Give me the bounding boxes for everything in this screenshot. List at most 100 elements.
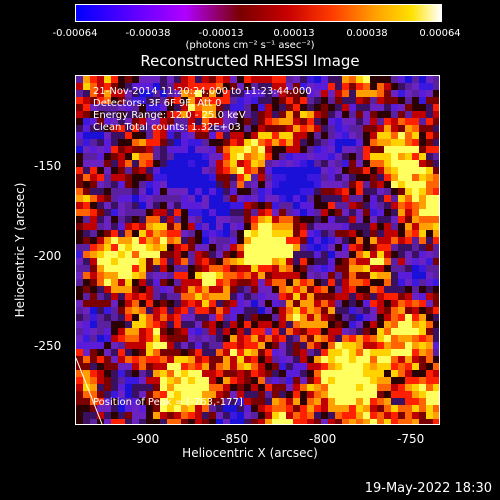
image-pixel xyxy=(342,321,349,328)
image-pixel xyxy=(293,328,300,335)
image-pixel xyxy=(111,90,118,97)
image-pixel xyxy=(139,405,146,412)
image-pixel xyxy=(293,412,300,419)
image-pixel xyxy=(83,139,90,146)
image-pixel xyxy=(363,286,370,293)
image-pixel xyxy=(377,146,384,153)
image-pixel xyxy=(419,314,426,321)
image-pixel xyxy=(433,314,439,321)
image-pixel xyxy=(258,300,265,307)
image-pixel xyxy=(209,146,216,153)
image-pixel xyxy=(90,272,97,279)
image-pixel xyxy=(258,90,265,97)
image-pixel xyxy=(118,349,125,356)
image-pixel xyxy=(125,286,132,293)
image-pixel xyxy=(153,146,160,153)
image-pixel xyxy=(370,237,377,244)
image-pixel xyxy=(433,377,439,384)
image-pixel xyxy=(188,391,195,398)
image-pixel xyxy=(237,188,244,195)
image-pixel xyxy=(174,118,181,125)
image-pixel xyxy=(216,237,223,244)
image-pixel xyxy=(174,363,181,370)
image-pixel xyxy=(426,307,433,314)
image-pixel xyxy=(321,377,328,384)
image-pixel xyxy=(433,146,439,153)
image-pixel xyxy=(419,230,426,237)
image-pixel xyxy=(342,160,349,167)
image-pixel xyxy=(237,118,244,125)
image-pixel xyxy=(314,153,321,160)
image-pixel xyxy=(342,188,349,195)
image-pixel xyxy=(426,279,433,286)
image-pixel xyxy=(195,174,202,181)
image-pixel xyxy=(83,90,90,97)
image-pixel xyxy=(195,272,202,279)
image-pixel xyxy=(391,125,398,132)
image-pixel xyxy=(244,405,251,412)
image-pixel xyxy=(216,223,223,230)
image-pixel xyxy=(209,391,216,398)
image-pixel xyxy=(370,132,377,139)
image-pixel xyxy=(167,146,174,153)
image-pixel xyxy=(76,412,83,419)
image-pixel xyxy=(223,118,230,125)
image-pixel xyxy=(244,363,251,370)
image-pixel xyxy=(83,111,90,118)
image-pixel xyxy=(433,384,439,391)
image-pixel xyxy=(279,272,286,279)
image-pixel xyxy=(265,160,272,167)
image-pixel xyxy=(209,83,216,90)
image-pixel xyxy=(314,251,321,258)
image-pixel xyxy=(97,251,104,258)
image-pixel xyxy=(202,328,209,335)
image-pixel xyxy=(405,139,412,146)
image-pixel xyxy=(412,377,419,384)
image-pixel xyxy=(300,97,307,104)
image-pixel xyxy=(153,384,160,391)
image-pixel xyxy=(342,412,349,419)
image-pixel xyxy=(188,181,195,188)
image-pixel xyxy=(391,209,398,216)
image-pixel xyxy=(76,83,83,90)
image-pixel xyxy=(111,321,118,328)
image-pixel xyxy=(321,111,328,118)
image-pixel xyxy=(293,153,300,160)
image-pixel xyxy=(377,125,384,132)
image-pixel xyxy=(132,174,139,181)
image-pixel xyxy=(405,160,412,167)
image-pixel xyxy=(398,377,405,384)
image-pixel xyxy=(356,153,363,160)
image-pixel xyxy=(97,146,104,153)
image-pixel xyxy=(265,342,272,349)
image-pixel xyxy=(412,216,419,223)
image-pixel xyxy=(433,244,439,251)
image-pixel xyxy=(251,405,258,412)
image-pixel xyxy=(356,307,363,314)
image-pixel xyxy=(237,384,244,391)
image-pixel xyxy=(321,405,328,412)
image-pixel xyxy=(160,363,167,370)
image-pixel xyxy=(377,384,384,391)
image-pixel xyxy=(286,300,293,307)
image-pixel xyxy=(307,335,314,342)
image-pixel xyxy=(174,153,181,160)
image-pixel xyxy=(223,314,230,321)
image-pixel xyxy=(76,244,83,251)
image-pixel xyxy=(412,405,419,412)
image-pixel xyxy=(139,118,146,125)
image-pixel xyxy=(209,356,216,363)
image-pixel xyxy=(265,167,272,174)
image-pixel xyxy=(153,230,160,237)
image-pixel xyxy=(286,125,293,132)
image-pixel xyxy=(83,293,90,300)
image-pixel xyxy=(426,83,433,90)
image-pixel xyxy=(433,139,439,146)
image-pixel xyxy=(328,216,335,223)
image-pixel xyxy=(356,118,363,125)
image-pixel xyxy=(139,391,146,398)
image-pixel xyxy=(293,118,300,125)
image-pixel xyxy=(321,307,328,314)
image-pixel xyxy=(405,216,412,223)
image-pixel xyxy=(104,405,111,412)
